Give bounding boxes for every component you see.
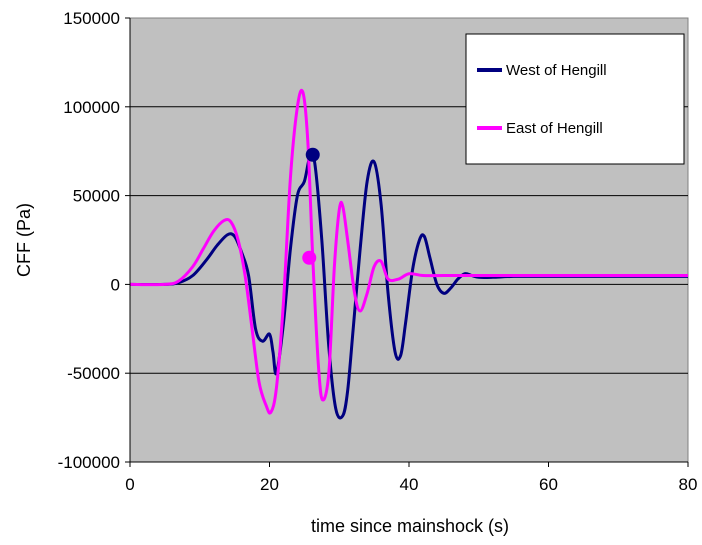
- x-tick-label: 0: [125, 475, 134, 494]
- y-axis-label: CFF (Pa): [14, 203, 34, 277]
- x-tick-label: 40: [400, 475, 419, 494]
- marker-east: [302, 251, 316, 265]
- y-tick-label: 100000: [63, 98, 120, 117]
- y-tick-label: -100000: [58, 453, 120, 472]
- legend-label-west: West of Hengill: [506, 62, 607, 79]
- x-tick-label: 60: [539, 475, 558, 494]
- x-tick-label: 80: [679, 475, 698, 494]
- y-tick-label: 50000: [73, 187, 120, 206]
- x-axis-label: time since mainshock (s): [311, 516, 509, 536]
- x-tick-label: 20: [260, 475, 279, 494]
- y-tick-label: 0: [111, 275, 120, 294]
- y-tick-label: -50000: [67, 364, 120, 383]
- legend-label-east: East of Hengill: [506, 120, 603, 137]
- marker-west: [306, 148, 320, 162]
- legend: West of Hengill East of Hengill: [466, 34, 684, 164]
- y-tick-label: 150000: [63, 9, 120, 28]
- legend-box: [466, 34, 684, 164]
